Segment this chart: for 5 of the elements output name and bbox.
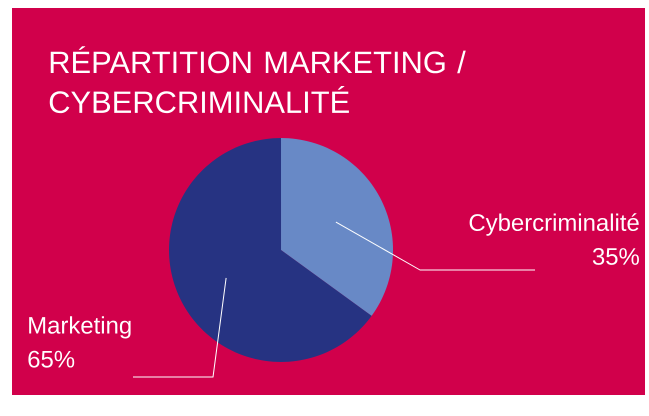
slice-label: Marketing [29, 316, 131, 338]
data-label: 65% [28, 350, 74, 368]
chart-title: RÉPARTITION MARKETING / CYBERCRIMINALITÉ [50, 46, 466, 114]
data-label: 35% [592, 248, 639, 265]
slice-label: Cybercriminalité [470, 213, 639, 236]
